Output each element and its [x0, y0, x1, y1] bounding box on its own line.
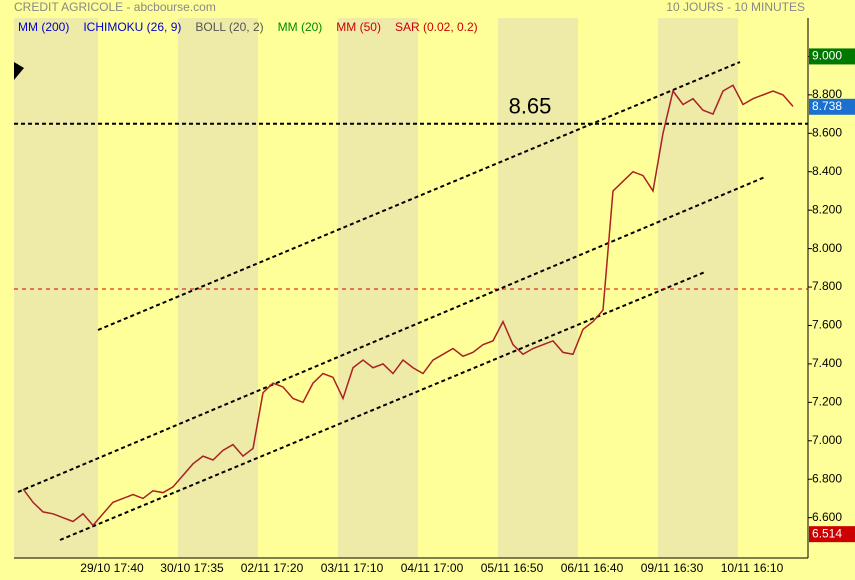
- y-tick-label: 6.800: [812, 471, 842, 485]
- y-tick-label: 8.200: [812, 202, 842, 216]
- x-tick-label: 10/11 16:10: [721, 561, 784, 575]
- indicator-label: MM (200): [18, 20, 69, 34]
- indicator-label: ICHIMOKU (26, 9): [83, 20, 181, 34]
- price-marker: [809, 98, 855, 115]
- y-tick-label: 7.200: [812, 395, 842, 409]
- y-tick-label: 8.800: [812, 87, 842, 101]
- indicator-label: BOLL (20, 2): [195, 20, 263, 34]
- x-tick-label: 05/11 16:50: [481, 561, 544, 575]
- y-tick-label: 6.600: [812, 510, 842, 524]
- day-band: [14, 18, 98, 558]
- y-tick-label: 7.400: [812, 356, 842, 370]
- y-tick-label: 7.800: [812, 279, 842, 293]
- y-tick-label: 8.000: [812, 241, 842, 255]
- indicator-label: MM (50): [336, 20, 381, 34]
- x-tick-label: 09/11 16:30: [641, 561, 704, 575]
- chart-title: CREDIT AGRICOLE - abcbourse.com: [14, 0, 216, 14]
- trend-line: [97, 61, 741, 331]
- price-marker-label: 8.738: [812, 99, 842, 113]
- price-marker: [809, 48, 855, 65]
- chart-subtitle: 10 JOURS - 10 MINUTES: [666, 0, 805, 14]
- x-tick-label: 02/11 17:20: [241, 561, 304, 575]
- x-tick-label: 29/10 17:40: [80, 561, 144, 575]
- x-tick-label: 06/11 16:40: [561, 561, 624, 575]
- day-band: [658, 18, 738, 558]
- price-line: [22, 84, 794, 527]
- x-tick-label: 03/11 17:10: [321, 561, 384, 575]
- trend-line: [17, 176, 766, 493]
- h-line-label: 8.65: [509, 94, 552, 119]
- y-tick-label: 7.600: [812, 318, 842, 332]
- price-marker-label: 6.514: [812, 526, 842, 540]
- y-tick-label: 7.000: [812, 433, 842, 447]
- indicator-label: MM (20): [278, 20, 323, 34]
- day-band: [338, 18, 418, 558]
- y-tick-label: 8.600: [812, 125, 842, 139]
- x-tick-label: 30/10 17:35: [160, 561, 224, 575]
- x-tick-label: 04/11 17:00: [401, 561, 464, 575]
- indicator-label: SAR (0.02, 0.2): [395, 20, 478, 34]
- price-marker-label: 9.000: [812, 49, 842, 63]
- y-tick-label: 8.400: [812, 164, 842, 178]
- day-band: [498, 18, 578, 558]
- arrow-icon: [14, 62, 24, 80]
- price-marker: [809, 526, 855, 543]
- day-band: [178, 18, 258, 558]
